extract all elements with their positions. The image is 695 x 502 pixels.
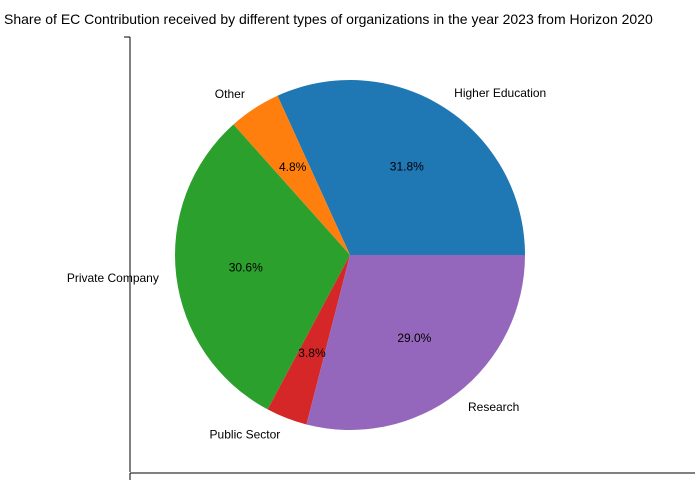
y-axis bbox=[124, 36, 131, 472]
pie-slice-other bbox=[233, 95, 350, 256]
pie-slice-higher-education bbox=[277, 79, 525, 255]
pie-category-label: Private Company bbox=[67, 271, 159, 285]
pie-category-label: Research bbox=[468, 400, 519, 414]
chart-title: Share of EC Contribution received by dif… bbox=[4, 11, 653, 27]
pie-percent-label: 3.8% bbox=[298, 346, 326, 360]
pie-category-label: Public Sector bbox=[210, 427, 281, 441]
x-axis bbox=[129, 472, 695, 480]
pie-percent-labels: 31.8% 4.8% 30.6% 3.8% 29.0% bbox=[229, 160, 432, 360]
pie-slice-research bbox=[306, 255, 525, 430]
pie-category-label: Higher Education bbox=[454, 86, 546, 100]
pie-percent-label: 30.6% bbox=[229, 261, 263, 275]
pie-slices bbox=[174, 79, 525, 430]
pie-slice-private-company bbox=[174, 124, 350, 410]
pie-category-labels: Higher Education Other Private Company Publ… bbox=[67, 86, 546, 441]
pie-percent-label: 29.0% bbox=[397, 331, 431, 345]
pie-category-label: Other bbox=[215, 87, 245, 101]
pie-slice-public-sector bbox=[267, 255, 350, 425]
pie-percent-label: 31.8% bbox=[390, 160, 424, 174]
pie-percent-label: 4.8% bbox=[279, 160, 307, 174]
